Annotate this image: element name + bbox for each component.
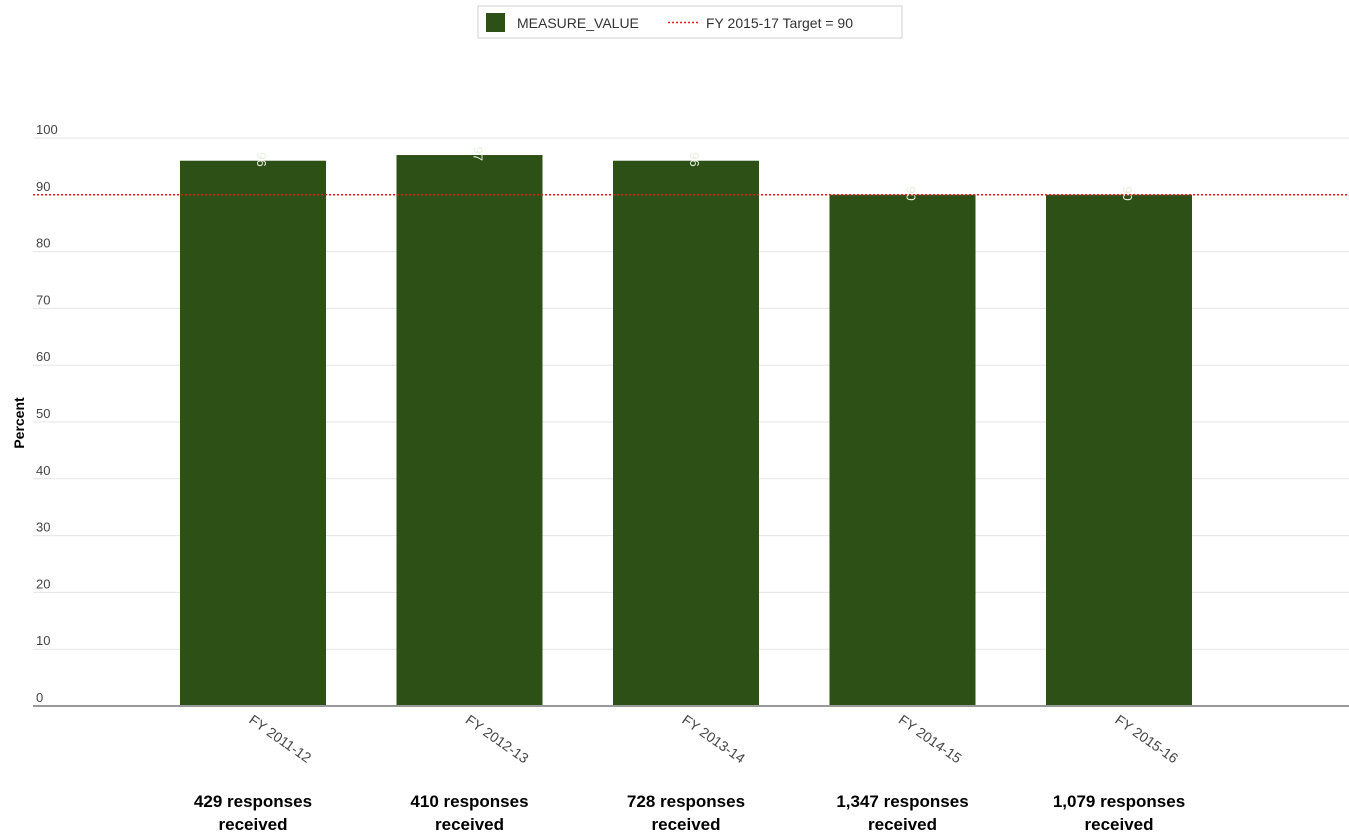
- y-tick-label: 0: [36, 690, 43, 705]
- bar: [829, 194, 976, 707]
- y-tick-label: 90: [36, 179, 50, 194]
- y-tick-label: 100: [36, 122, 58, 137]
- bar: [1046, 194, 1192, 707]
- y-tick-label: 80: [36, 236, 50, 251]
- bar: [396, 155, 543, 707]
- response-count-line: received: [435, 815, 504, 834]
- response-count-line: 1,347 responses: [836, 792, 968, 811]
- bar-value-label: 90: [1120, 186, 1135, 200]
- response-count-line: 429 responses: [194, 792, 312, 811]
- legend-label-target: FY 2015-17 Target = 90: [706, 15, 853, 31]
- x-tick-label: FY 2015-16: [1112, 711, 1181, 766]
- response-count-line: 1,079 responses: [1053, 792, 1185, 811]
- response-counts: 429 responses received 410 responses receiv…: [194, 792, 1185, 834]
- y-tick-label: 20: [36, 576, 50, 591]
- bar-value-label: 97: [471, 147, 486, 161]
- response-count-line: 410 responses: [410, 792, 528, 811]
- x-tick-label: FY 2013-14: [679, 711, 748, 766]
- response-count-line: 728 responses: [627, 792, 745, 811]
- y-tick-label: 30: [36, 520, 50, 535]
- y-tick-label: 10: [36, 633, 50, 648]
- y-axis-label: Percent: [11, 397, 27, 449]
- y-tick-label: 70: [36, 292, 50, 307]
- bars: 96 97 96 90 90: [180, 147, 1192, 707]
- bar: [613, 160, 759, 707]
- x-tick-label: FY 2012-13: [463, 711, 532, 766]
- bar-value-label: 96: [254, 152, 269, 166]
- y-tick-label: 40: [36, 463, 50, 478]
- response-count-line: received: [868, 815, 937, 834]
- response-count-line: received: [1085, 815, 1154, 834]
- legend: MEASURE_VALUE FY 2015-17 Target = 90: [477, 5, 903, 39]
- x-tick-label: FY 2011-12: [246, 711, 314, 765]
- legend-label-measure-value: MEASURE_VALUE: [517, 15, 639, 31]
- y-tick-label: 50: [36, 406, 50, 421]
- response-count-line: received: [652, 815, 721, 834]
- bar: [180, 160, 326, 707]
- y-tick-label: 60: [36, 349, 50, 364]
- legend-swatch-measure-value: [486, 13, 505, 32]
- x-axis-ticks: FY 2011-12 FY 2012-13 FY 2013-14 FY 2014-15…: [246, 711, 1181, 766]
- bar-value-label: 90: [904, 186, 919, 200]
- bar-value-label: 96: [687, 152, 702, 166]
- x-tick-label: FY 2014-15: [896, 711, 965, 766]
- y-axis-ticks: 0 10 20 30 40 50 60 70 80 90 100: [36, 122, 58, 705]
- response-count-line: received: [219, 815, 288, 834]
